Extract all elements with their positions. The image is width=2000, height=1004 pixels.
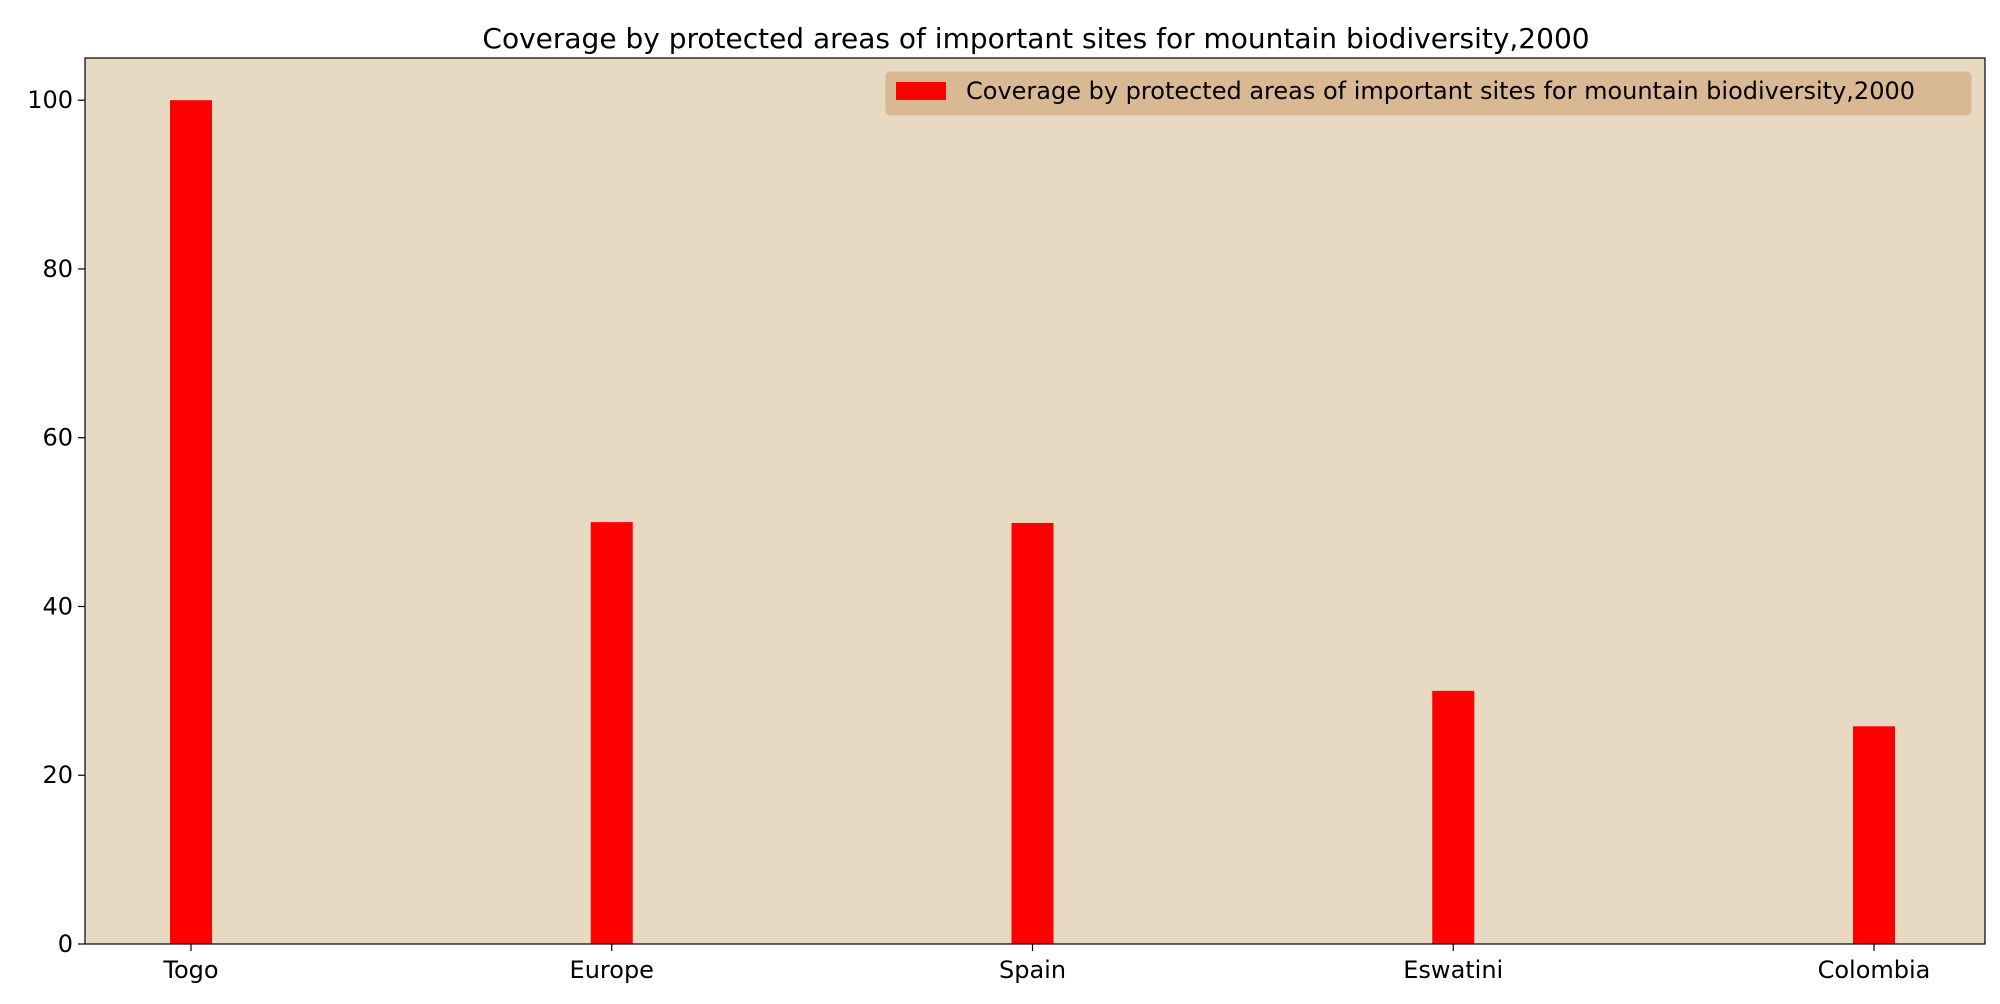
bar-spain [1011, 522, 1054, 944]
legend-box [885, 71, 1972, 116]
y-tick-label-0: 0 [58, 930, 73, 958]
y-tick-label-100: 100 [27, 86, 73, 114]
bars-layer [170, 100, 1895, 944]
bar-europe [590, 522, 633, 944]
y-tick-label-80: 80 [42, 255, 73, 283]
chart-title: Coverage by protected areas of important… [482, 22, 1589, 55]
legend-label: Coverage by protected areas of important… [966, 77, 1915, 105]
bar-eswatini [1432, 690, 1475, 944]
x-tick-label-spain: Spain [999, 956, 1066, 984]
x-tick-label-togo: Togo [162, 956, 218, 984]
y-tick-label-20: 20 [42, 761, 73, 789]
x-tick-label-europe: Europe [570, 956, 654, 984]
bar-togo [170, 100, 212, 944]
plot-frame [84, 57, 1986, 945]
legend: Coverage by protected areas of important… [885, 71, 1972, 116]
x-tick-label-eswatini: Eswatini [1403, 956, 1503, 984]
bar-colombia [1853, 726, 1895, 944]
x-tick-label-colombia: Colombia [1818, 956, 1931, 984]
y-tick-label-60: 60 [42, 424, 73, 452]
y-tick-label-40: 40 [42, 592, 73, 620]
axes-layer: 0 20 40 60 80 100 Togo Europe Spain Eswatini Colom… [27, 57, 1986, 984]
legend-swatch [896, 82, 946, 100]
